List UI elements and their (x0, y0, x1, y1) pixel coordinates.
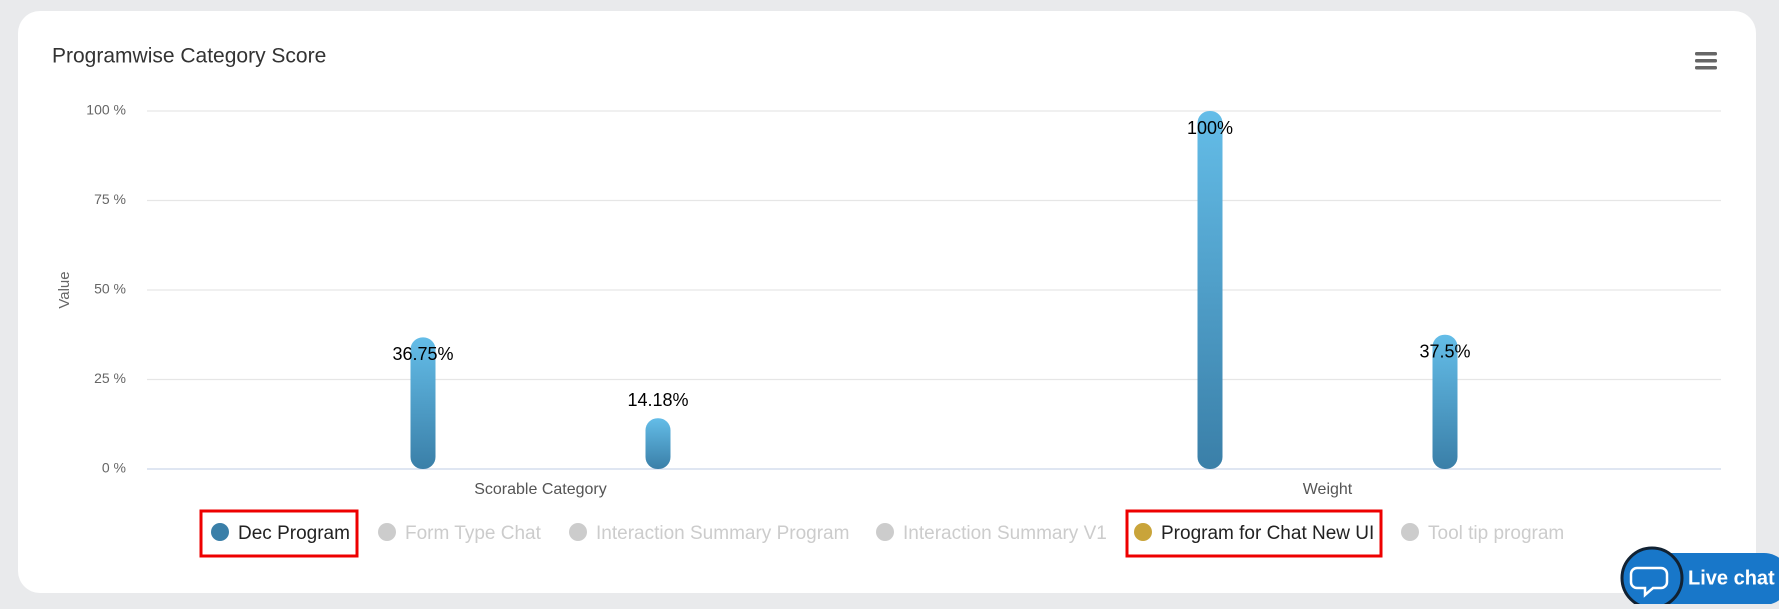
data-label: 36.75% (392, 344, 453, 364)
legend-marker[interactable] (1134, 523, 1152, 541)
legend-marker[interactable] (378, 523, 396, 541)
bar (1432, 334, 1458, 469)
bar (410, 337, 436, 469)
legend-label[interactable]: Dec Program (238, 523, 350, 544)
legend-label[interactable]: Interaction Summary V1 (903, 523, 1107, 544)
y-tick-label: 100 % (86, 102, 126, 118)
y-tick-label: 75 % (94, 191, 126, 207)
legend-label[interactable]: Tool tip program (1428, 523, 1564, 544)
legend-label[interactable]: Interaction Summary Program (596, 523, 849, 544)
x-tick-label: Scorable Category (474, 481, 607, 498)
y-tick-label: 25 % (94, 370, 126, 386)
y-tick-label: 0 % (102, 460, 126, 476)
live-chat-button[interactable]: Live chat (1620, 546, 1779, 609)
legend-label[interactable]: Program for Chat New UI (1161, 523, 1374, 544)
legend-marker[interactable] (211, 523, 229, 541)
legend-marker[interactable] (569, 523, 587, 541)
legend-marker[interactable] (876, 523, 894, 541)
data-label: 100% (1187, 118, 1233, 138)
card (18, 11, 1756, 593)
data-label: 37.5% (1419, 342, 1470, 362)
x-tick-label: Weight (1303, 481, 1353, 498)
legend-label[interactable]: Form Type Chat (405, 523, 542, 544)
legend-marker[interactable] (1401, 523, 1419, 541)
bar (645, 418, 671, 469)
chart-title: Programwise Category Score (52, 45, 326, 68)
live-chat-label[interactable]: Live chat (1688, 567, 1775, 589)
highlight-box (199, 509, 359, 558)
data-label: 14.18% (627, 390, 688, 410)
y-tick-label: 50 % (94, 281, 126, 297)
highlight-box (1125, 509, 1383, 558)
y-axis-title: Value (56, 271, 73, 308)
menu-icon[interactable] (1695, 52, 1717, 70)
bar (1197, 111, 1223, 469)
